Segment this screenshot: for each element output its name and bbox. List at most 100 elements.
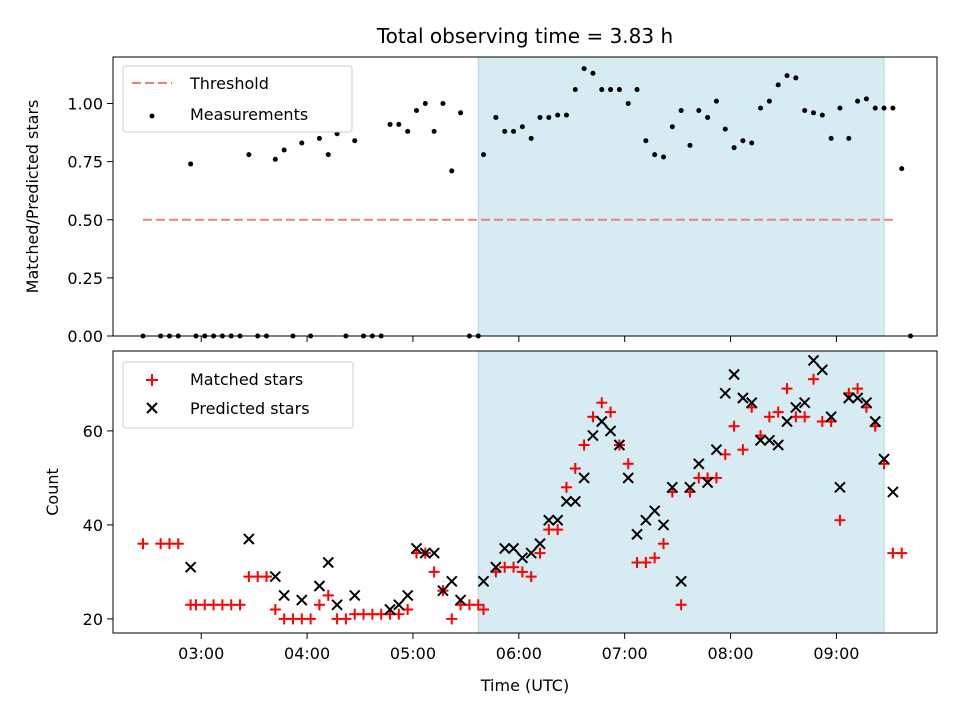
measurement-point xyxy=(449,168,455,174)
measurement-point xyxy=(661,154,667,160)
predicted-star-point xyxy=(551,514,564,526)
measurement-point xyxy=(511,128,517,134)
count-x-tick-label: 03:00 xyxy=(178,644,224,663)
measurement-point xyxy=(855,98,861,104)
measurement-point xyxy=(819,112,825,118)
matched-star-point xyxy=(560,481,572,493)
measurement-point xyxy=(458,110,464,116)
predicted-star-point xyxy=(887,486,899,498)
measurement-point xyxy=(299,140,305,146)
measurement-point xyxy=(481,152,487,158)
predicted-star-point xyxy=(843,392,855,404)
matched-star-point xyxy=(137,538,149,550)
ratio-y-tick-label: 1.00 xyxy=(67,95,103,114)
matched-star-point xyxy=(807,373,819,385)
count-x-tick-label: 07:00 xyxy=(602,644,648,663)
measurement-point xyxy=(678,107,684,113)
measurement-point xyxy=(784,73,790,79)
predicted-star-point xyxy=(631,528,643,541)
predicted-star-point xyxy=(622,472,634,484)
matched-star-point xyxy=(472,599,484,611)
matched-star-point xyxy=(763,411,775,423)
measurement-point xyxy=(440,101,446,106)
matched-star-point xyxy=(478,604,490,615)
predicted-star-point xyxy=(569,495,581,508)
measurement-point xyxy=(572,87,578,93)
matched-star-point xyxy=(516,566,528,578)
measurement-point xyxy=(731,145,737,151)
predicted-star-point xyxy=(869,415,881,428)
measurement-point xyxy=(810,110,816,116)
predicted-star-point xyxy=(349,589,361,602)
matched-star-point xyxy=(834,514,846,526)
matched-star-point xyxy=(569,463,581,474)
matched-star-points xyxy=(137,373,908,625)
predicted-star-point xyxy=(296,594,308,606)
predicted-star-point xyxy=(816,364,829,376)
matched-star-point xyxy=(234,599,246,611)
predicted-star-point xyxy=(746,396,758,409)
predicted-star-point xyxy=(437,584,449,597)
measurement-point xyxy=(696,107,702,113)
measurement-point xyxy=(722,126,728,132)
measurement-point xyxy=(890,105,896,111)
count-y-tick-label: 20 xyxy=(83,610,103,629)
measurement-point xyxy=(599,87,605,93)
ratio-y-tick-label: 0.00 xyxy=(67,327,103,346)
matched-star-point xyxy=(552,524,564,536)
predicted-star-point xyxy=(543,514,555,526)
predicted-star-point xyxy=(516,552,529,564)
measurement-point xyxy=(422,101,428,106)
measurement-point xyxy=(802,107,808,113)
matched-star-point xyxy=(781,383,793,395)
measurement-point xyxy=(625,101,631,106)
measurement-point xyxy=(431,128,437,134)
measurement-point xyxy=(396,121,402,127)
measurement-point xyxy=(352,138,358,144)
predicted-star-point xyxy=(499,542,511,555)
predicted-star-point xyxy=(728,368,740,381)
observing-window-shade-bottom xyxy=(477,350,885,634)
ratio-panel: 0.00 0.25 0.50 0.75 1.00 Matched/Predicted s… xyxy=(23,56,938,346)
matched-star-point xyxy=(340,613,352,625)
measurement-point xyxy=(881,105,887,111)
measurement-point xyxy=(537,114,543,120)
predicted-star-point xyxy=(860,396,873,409)
measurement-point xyxy=(316,135,322,141)
measurement-point xyxy=(519,124,525,130)
predicted-star-point xyxy=(781,415,793,428)
predicted-star-point xyxy=(666,481,679,494)
predicted-star-point xyxy=(657,519,670,531)
measurement-point xyxy=(872,105,878,111)
predicted-star-point xyxy=(613,439,626,451)
predicted-star-point xyxy=(410,542,423,555)
predicted-star-points xyxy=(184,354,899,616)
predicted-star-point xyxy=(684,481,696,494)
matched-star-point xyxy=(896,547,908,559)
matched-star-point xyxy=(852,383,864,395)
measurement-point xyxy=(616,87,622,93)
predicted-star-point xyxy=(878,453,890,465)
count-x-tick-label: 06:00 xyxy=(496,644,542,663)
measurement-point xyxy=(563,112,569,118)
count-x-tick-label: 05:00 xyxy=(390,644,436,663)
matched-star-point xyxy=(172,538,184,550)
count-legend: Matched stars Predicted stars xyxy=(122,361,354,429)
measurement-point xyxy=(272,156,278,162)
count-y-ticks: 20 40 60 xyxy=(83,422,113,629)
predicted-star-point xyxy=(596,415,608,428)
predicted-star-point xyxy=(754,434,767,447)
measurement-point xyxy=(281,147,287,153)
matched-star-point xyxy=(605,406,617,418)
matched-star-point xyxy=(508,561,520,573)
matched-star-point xyxy=(261,571,273,583)
predicted-star-point xyxy=(710,443,723,456)
predicted-star-point xyxy=(825,411,837,423)
measurement-point xyxy=(837,105,843,111)
predicted-star-point xyxy=(693,458,705,470)
count-x-axis-label: Time (UTC) xyxy=(480,676,569,695)
predicted-star-point xyxy=(419,547,432,559)
measurement-point xyxy=(502,128,508,134)
measurement-point xyxy=(643,138,649,144)
